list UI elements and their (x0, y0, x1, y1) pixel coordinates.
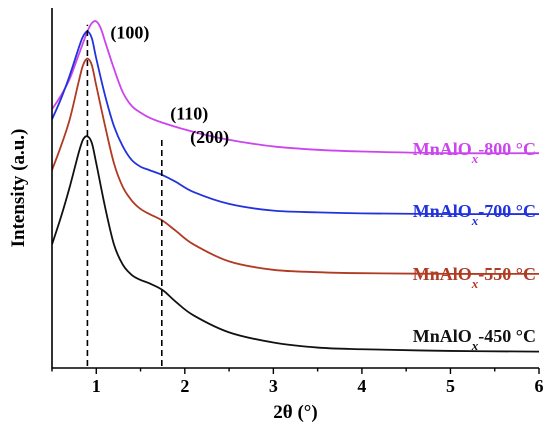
x-tick-label: 6 (535, 376, 544, 396)
axis-frame (51, 8, 539, 369)
peak-annotation: (110) (170, 103, 208, 124)
peak-annotations: (100) (110) (200) (110, 22, 229, 148)
series-line-450 (52, 135, 539, 353)
axes (51, 8, 539, 369)
series-line-700 (52, 30, 539, 215)
series-layer (52, 20, 539, 353)
y-axis-label: Intensity (a.u.) (8, 129, 29, 248)
series-label: MnAlOx-450 °C (413, 326, 536, 353)
x-tick-label: 3 (269, 376, 278, 396)
series-labels: MnAlOx-800 °C MnAlOx-700 °C MnAlOx-550 °C M… (413, 139, 536, 353)
x-tick-label: 1 (92, 376, 101, 396)
x-tick-label: 4 (357, 376, 366, 396)
x-ticks: 1 2 3 4 5 6 (51, 368, 544, 396)
peak-annotation: (200) (190, 127, 229, 148)
series-line-550 (52, 57, 539, 275)
x-tick-label: 5 (446, 376, 455, 396)
peak-annotation: (100) (110, 22, 149, 43)
series-label: MnAlOx-800 °C (413, 139, 536, 166)
reference-lines (86, 24, 163, 366)
series-label: MnAlOx-700 °C (413, 201, 536, 228)
x-tick-label: 2 (180, 376, 189, 396)
x-axis-label: 2θ (°) (273, 402, 317, 423)
series-label: MnAlOx-550 °C (413, 264, 536, 291)
series-line-800 (52, 20, 539, 155)
